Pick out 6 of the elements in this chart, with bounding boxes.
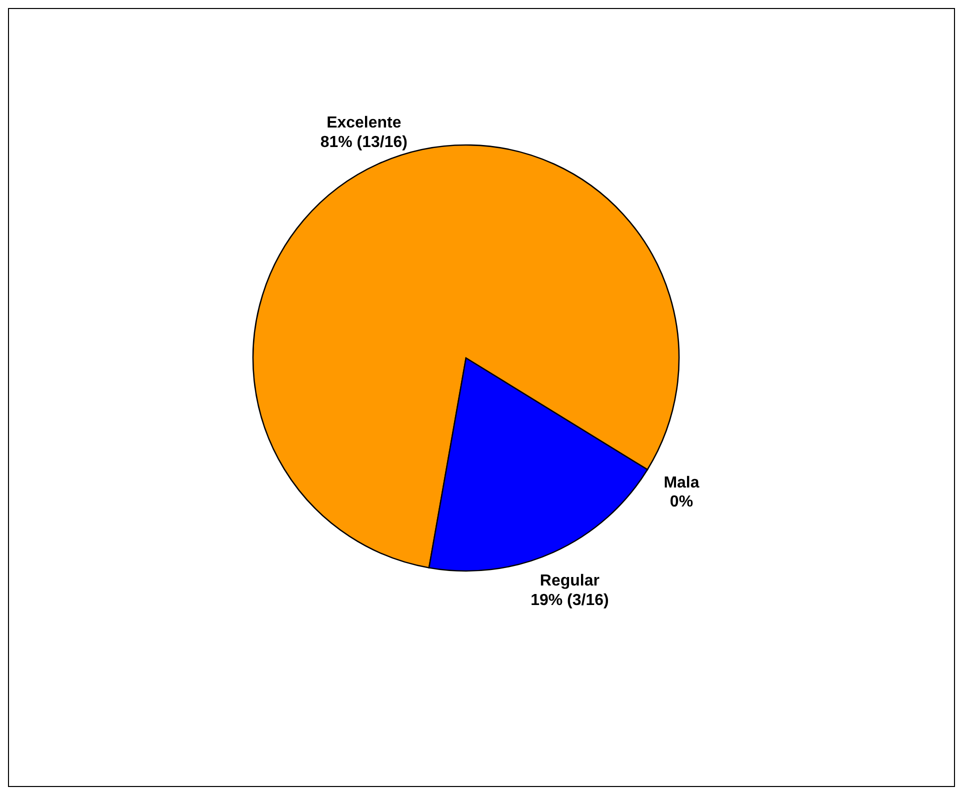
- slice-label: Regular: [540, 572, 600, 590]
- data-label: 19% (3/16): [530, 592, 609, 609]
- category-label: Mala: [664, 474, 700, 492]
- text: 0%: [670, 494, 694, 511]
- slice-label: Excelente: [326, 114, 402, 132]
- data-label: 81% (13/16): [320, 134, 408, 151]
